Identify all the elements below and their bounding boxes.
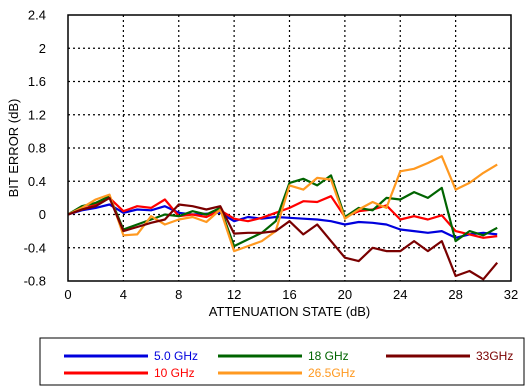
y-tick-label: 0.4 xyxy=(28,174,46,189)
legend-label: 26.5GHz xyxy=(308,366,355,380)
x-tick-label: 8 xyxy=(175,287,182,302)
series-line-26-5ghz xyxy=(67,155,498,253)
y-tick-label: 1.6 xyxy=(28,74,46,89)
x-tick-label: 0 xyxy=(64,287,71,302)
legend-box xyxy=(39,337,525,386)
legend-label: 10 GHz xyxy=(154,366,195,380)
y-tick-label: -0.4 xyxy=(24,240,46,255)
legend-label: 33GHz xyxy=(476,349,513,363)
x-tick-label: 12 xyxy=(227,287,241,302)
legend-label: 5.0 GHz xyxy=(154,349,198,363)
x-tick-label: 24 xyxy=(393,287,407,302)
x-tick-label: 4 xyxy=(120,287,127,302)
plot-frame xyxy=(67,14,512,282)
series-line-5-0-ghz xyxy=(67,203,498,239)
y-tick-label: 2 xyxy=(39,41,46,56)
legend-label: 18 GHz xyxy=(308,349,349,363)
x-tick-label: 32 xyxy=(504,287,518,302)
series-line-33ghz xyxy=(67,196,499,281)
y-tick-label: 2.4 xyxy=(28,8,46,23)
x-tick-label: 20 xyxy=(338,287,352,302)
gridlines xyxy=(68,15,511,281)
x-axis-label: ATTENUATION STATE (dB) xyxy=(209,304,371,319)
y-tick-label: 1.2 xyxy=(28,107,46,122)
x-tick-label: 28 xyxy=(448,287,462,302)
y-tick-label: 0 xyxy=(39,207,46,222)
legend: 5.0 GHz 10 GHz 18 GHz 26.5GHz 33GHz xyxy=(64,349,513,380)
series-line-18-ghz xyxy=(67,174,498,248)
y-axis-label: BIT ERROR (dB) xyxy=(6,99,21,198)
tick-labels: 0 4 8 12 16 20 24 28 32 -0.8 -0.4 0 0.4 0.8 1.2 1.6 2 2.4 xyxy=(24,8,519,303)
series-lines xyxy=(67,155,499,281)
x-tick-label: 16 xyxy=(282,287,296,302)
y-tick-label: -0.8 xyxy=(24,274,46,289)
y-tick-label: 0.8 xyxy=(28,141,46,156)
